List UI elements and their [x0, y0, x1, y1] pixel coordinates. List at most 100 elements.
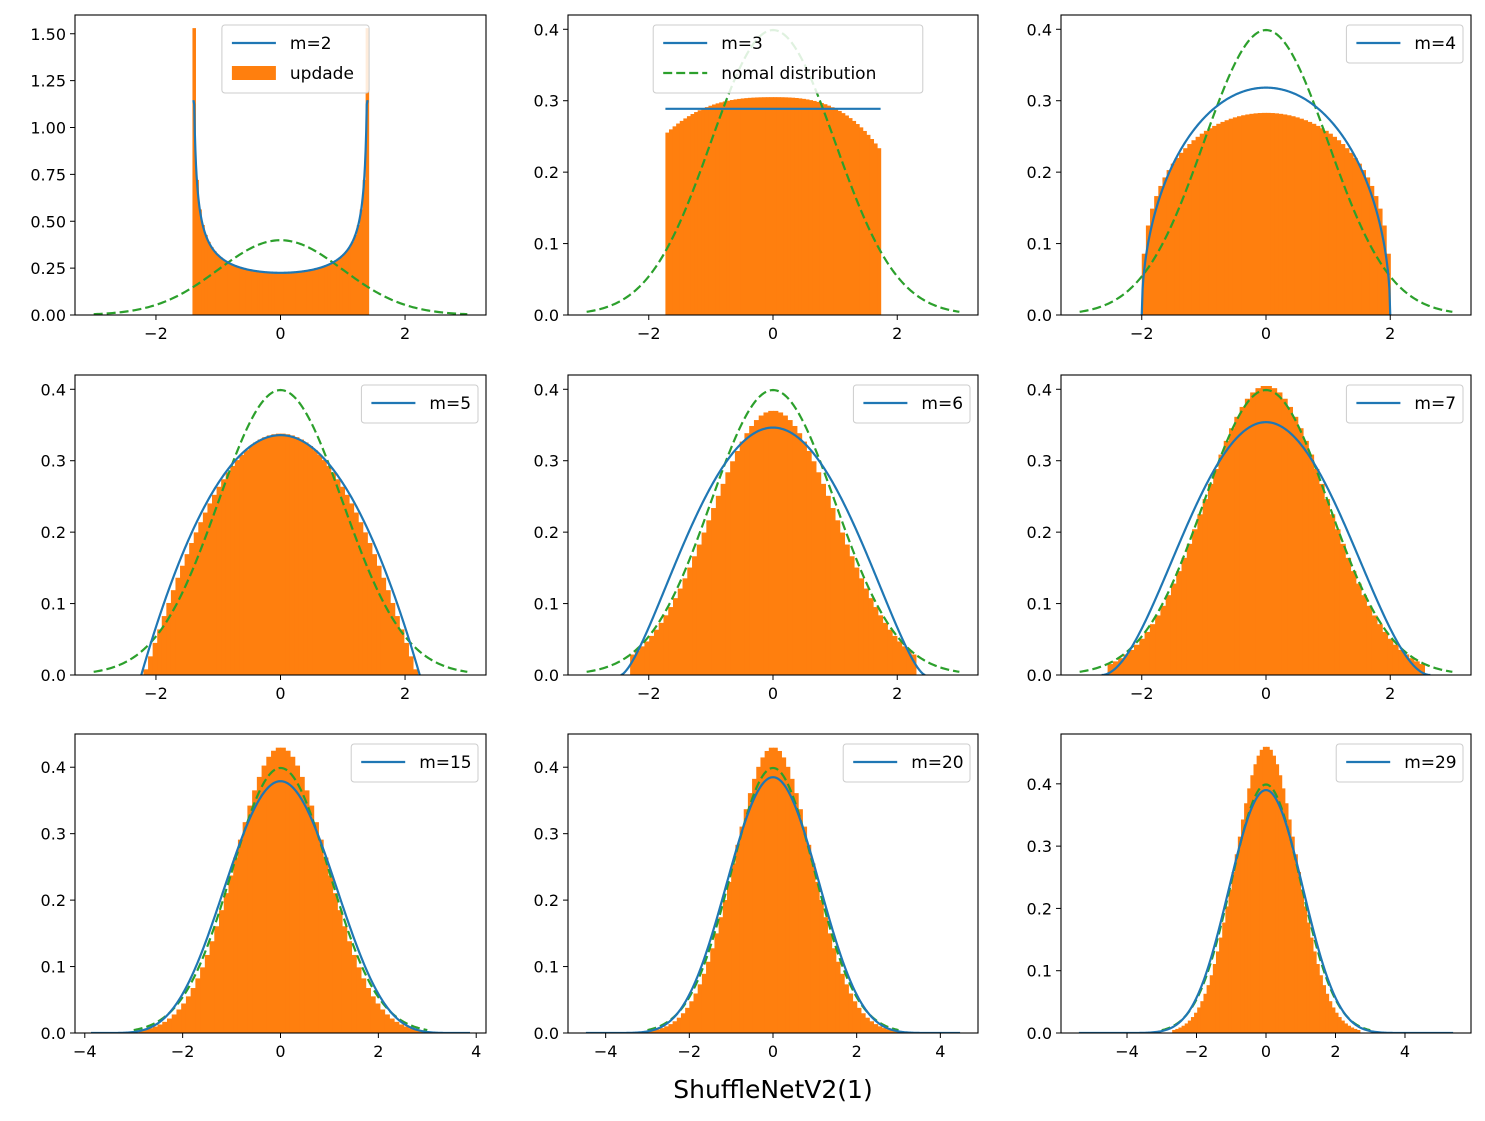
x-tick-label: 0	[275, 1042, 285, 1061]
hist-bar	[143, 669, 149, 675]
hist-bar	[389, 1018, 395, 1033]
hist-bar	[280, 433, 286, 675]
hist-bar	[1340, 144, 1346, 315]
y-tick-label: 0.4	[534, 380, 559, 399]
hist-bar	[306, 270, 311, 315]
x-tick-label: −4	[1115, 1042, 1139, 1061]
hist-bar	[1366, 605, 1373, 675]
x-tick-label: −2	[1130, 324, 1154, 343]
hist-bar	[1253, 113, 1259, 315]
hist-bar	[248, 269, 252, 315]
hist-bar	[380, 577, 387, 675]
hist-bar	[289, 272, 293, 315]
hist-bar	[303, 271, 308, 315]
hist-bar	[814, 881, 820, 1033]
hist-bar	[175, 577, 181, 675]
hist-bar	[1334, 529, 1341, 675]
hist-bar	[856, 1007, 862, 1033]
x-tick-label: −4	[73, 1042, 97, 1061]
legend: m=4	[1345, 24, 1464, 64]
hist-bar	[1325, 993, 1330, 1033]
hist-bar	[839, 532, 846, 675]
x-tick-label: −2	[171, 1042, 195, 1061]
hist-bar	[152, 642, 158, 675]
histogram	[1107, 385, 1426, 675]
hist-bar	[1145, 225, 1151, 315]
hist-bar	[251, 270, 255, 315]
subplot-m29: −4 −2 0 2 4 0.0 0.1 0.2 0.3 0.4 m=29	[1027, 733, 1472, 1061]
hist-bar	[744, 433, 750, 675]
hist-bar	[831, 948, 837, 1033]
y-tick-label: 1.25	[30, 72, 66, 91]
hist-bar	[207, 241, 211, 315]
hist-bar	[323, 857, 329, 1033]
hist-bar	[697, 110, 702, 315]
hist-bar	[881, 1028, 887, 1033]
hist-bar	[356, 967, 362, 1033]
hist-bar	[1311, 123, 1317, 315]
hist-bar	[176, 1009, 182, 1033]
hist-bar	[359, 209, 364, 315]
legend: m=7	[1345, 384, 1464, 424]
hist-bar	[892, 635, 898, 675]
hist-bar	[171, 1014, 178, 1033]
hist-bar	[243, 450, 250, 675]
hist-bar	[825, 495, 831, 675]
hist-bar	[1240, 819, 1245, 1033]
hist-bar	[819, 102, 824, 315]
hist-bar	[808, 100, 814, 315]
normal-distribution-line	[586, 388, 960, 673]
plot-area	[1079, 28, 1453, 315]
hist-bar	[1308, 454, 1315, 675]
histogram	[1141, 112, 1391, 315]
hist-bar	[216, 486, 222, 675]
hist-bar	[385, 590, 391, 675]
subplot-m20: −4 −2 0 2 4 0.0 0.1 0.2 0.3 0.4 m=20	[534, 733, 979, 1061]
hist-bar	[1297, 872, 1301, 1033]
hist-bar	[735, 844, 741, 1033]
x-tick-label: 4	[935, 1042, 945, 1061]
hist-bar	[283, 272, 287, 315]
hist-bar	[862, 130, 867, 315]
hist-bar	[239, 267, 243, 315]
x-tick-label: 0	[275, 684, 285, 703]
hist-bar	[1334, 1012, 1339, 1033]
hist-bar	[184, 554, 190, 675]
hist-bar	[1300, 889, 1305, 1033]
plot-area	[93, 388, 468, 675]
normal-distribution-line	[647, 766, 899, 1032]
hist-bar	[308, 805, 315, 1033]
hist-bar	[298, 439, 304, 675]
legend-label: nomal distribution	[721, 64, 876, 84]
hist-bar	[672, 598, 679, 675]
hist-bar	[639, 646, 646, 675]
hist-bar	[408, 656, 414, 675]
hist-bar	[1347, 1025, 1352, 1033]
hist-bar	[1255, 388, 1262, 675]
hist-bar	[313, 822, 319, 1033]
hist-bar	[330, 472, 336, 675]
hist-bar	[805, 99, 810, 315]
hist-bar	[412, 669, 419, 675]
hist-bar	[1194, 1012, 1198, 1033]
hist-bar	[1387, 638, 1394, 675]
hist-bar	[161, 616, 167, 675]
theory-line-m2	[192, 100, 369, 274]
x-tick-label: 0	[768, 324, 778, 343]
hist-bar	[242, 268, 246, 315]
hist-bar	[1259, 749, 1264, 1033]
subplot-m7: −2 0 2 0.0 0.1 0.2 0.3 0.4 m=7	[1027, 374, 1472, 703]
hist-bar	[233, 857, 239, 1033]
hist-bar	[349, 503, 355, 675]
legend: m=6	[852, 384, 971, 424]
hist-bar	[787, 97, 792, 315]
hist-bar	[234, 460, 240, 675]
hist-bar	[223, 893, 230, 1033]
hist-bar	[1398, 649, 1404, 675]
hist-bar	[823, 917, 828, 1033]
hist-bar	[275, 433, 282, 675]
hist-bar	[787, 420, 793, 675]
y-tick-label: 0.0	[1027, 666, 1052, 685]
legend-label: m=20	[911, 753, 963, 773]
hist-bar	[1281, 398, 1288, 675]
